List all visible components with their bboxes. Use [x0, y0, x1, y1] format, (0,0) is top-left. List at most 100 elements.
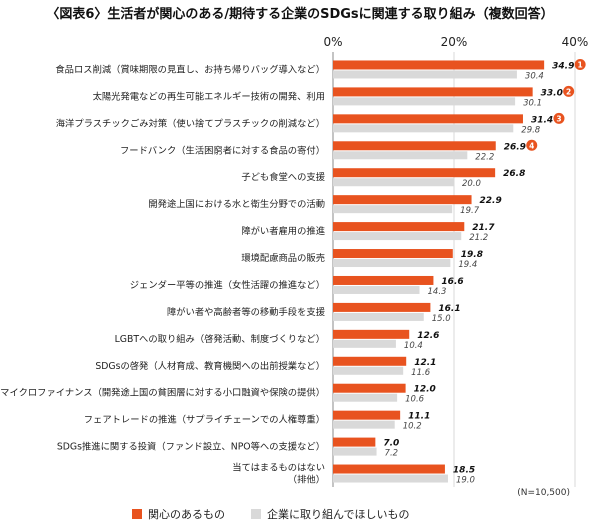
bar-expect	[333, 393, 398, 402]
bar-interest	[333, 222, 465, 232]
data-label-interest: 7.0	[383, 439, 399, 449]
bar-interest	[333, 114, 523, 124]
bar-interest	[333, 141, 496, 151]
data-label-interest: 16.6	[441, 277, 463, 287]
category-label: 当てはまるものはない	[232, 462, 325, 474]
category-label: フェアトレードの推進（サプライチェーンでの人権尊重）	[84, 414, 325, 426]
bar-expect	[333, 312, 424, 321]
data-label-interest: 22.9	[480, 196, 502, 206]
data-label-interest: 19.8	[461, 250, 483, 260]
category-label: フードバンク（生活困窮者に対する食品の寄付）	[120, 144, 325, 156]
data-label-expect: 30.1	[523, 98, 542, 108]
data-label-expect: 21.2	[469, 233, 488, 243]
bar-expect	[333, 474, 448, 483]
legend: 関心のあるもの 企業に取り組んでほしいもの	[132, 506, 409, 522]
data-label-interest: 26.9	[504, 142, 526, 152]
bar-interest	[333, 410, 401, 420]
data-label-interest: 33.0	[541, 88, 563, 98]
data-label-expect: 20.0	[462, 179, 481, 189]
x-tick-label: 20%	[441, 35, 468, 49]
x-tick-label: 0%	[323, 35, 342, 49]
data-label-expect: 15.0	[432, 314, 451, 324]
data-label-expect: 11.6	[411, 368, 431, 378]
bar-interest	[333, 383, 406, 393]
bar-expect	[333, 124, 514, 133]
data-label-interest: 16.1	[438, 304, 460, 314]
bar-interest	[333, 87, 533, 97]
category-label: 障がい者雇用の推進	[241, 225, 325, 237]
data-label-interest: 12.1	[414, 358, 436, 368]
bar-interest	[333, 437, 376, 447]
bar-expect	[333, 70, 517, 79]
category-label: SDGs推進に関する投資（ファンド設立、NPO等への支援など）	[57, 441, 325, 453]
bar-expect	[333, 366, 404, 375]
rank-badge	[553, 112, 565, 124]
rank-badge-number: 2	[566, 87, 571, 96]
bar-expect	[333, 232, 462, 241]
legend-item-interest: 関心のあるもの	[132, 506, 225, 522]
category-label: SDGsの啓発（人材育成、教育機関への出前授業など）	[95, 360, 325, 372]
bar-interest	[333, 302, 431, 312]
bar-interest	[333, 356, 407, 366]
bar-interest	[333, 195, 472, 205]
data-label-expect: 29.8	[521, 125, 541, 135]
data-label-interest: 34.9	[552, 61, 574, 71]
category-label: マイクロファイナンス（開発途上国の貧困層に対する小口融資や保険の提供）	[0, 387, 325, 399]
bar-interest	[333, 329, 410, 339]
bar-expect	[333, 420, 395, 429]
data-label-expect: 10.4	[404, 341, 423, 351]
category-label: 開発途上国における水と衛生分野での活動	[148, 198, 325, 210]
data-label-interest: 12.0	[414, 385, 436, 395]
rank-badge	[574, 58, 586, 70]
legend-label-expect: 企業に取り組んでほしいもの	[267, 508, 410, 521]
category-label: ジェンダー平等の推進（女性活躍の推進など）	[130, 279, 325, 291]
data-label-expect: 22.2	[475, 152, 494, 162]
category-label: 食品ロス削減（賞味期限の見直し、お持ち帰りバッグ導入など）	[55, 63, 325, 75]
data-label-interest: 11.1	[408, 412, 430, 422]
data-label-expect: 10.2	[403, 422, 422, 432]
data-label-interest: 31.4	[531, 115, 553, 125]
legend-item-expect: 企業に取り組んでほしいもの	[251, 506, 409, 522]
category-label: LGBTへの取り組み（啓発活動、制度づくりなど）	[115, 333, 325, 345]
sample-size-note: (N=10,500)	[517, 488, 570, 498]
bar-expect	[333, 447, 377, 456]
rank-badge	[563, 85, 575, 97]
bar-expect	[333, 339, 396, 348]
legend-label-interest: 関心のあるもの	[148, 508, 225, 521]
data-label-expect: 30.4	[525, 71, 544, 81]
rank-badge	[526, 139, 538, 151]
rank-badge-number: 1	[578, 60, 583, 69]
data-label-expect: 19.4	[458, 260, 477, 270]
bar-expect	[333, 285, 420, 294]
category-label: 太陽光発電などの再生可能エネルギー技術の開発、利用	[93, 90, 325, 102]
bar-interest	[333, 168, 496, 178]
data-label-expect: 7.2	[385, 449, 399, 459]
x-tick-label: 40%	[562, 35, 589, 49]
data-label-interest: 21.7	[472, 223, 495, 233]
bar-expect	[333, 97, 516, 106]
data-label-expect: 19.0	[456, 476, 475, 486]
data-label-expect: 10.6	[405, 395, 425, 405]
data-label-expect: 14.3	[428, 287, 447, 297]
category-label: 障がい者や高齢者等の移動手段を支援	[167, 306, 325, 318]
data-label-interest: 18.5	[453, 466, 475, 476]
bar-expect	[333, 151, 468, 160]
bar-expect	[333, 178, 454, 187]
category-label: 環境配慮商品の販売	[241, 252, 325, 264]
legend-swatch-interest	[132, 509, 142, 519]
bar-interest	[333, 249, 453, 259]
rank-badge-number: 3	[556, 114, 561, 123]
data-label-interest: 12.6	[417, 331, 439, 341]
category-label: 子ども食堂への支援	[241, 171, 325, 183]
rank-badge-number: 4	[529, 141, 534, 150]
data-label-interest: 26.8	[503, 169, 525, 179]
legend-swatch-expect	[251, 509, 261, 519]
bar-interest	[333, 275, 434, 285]
chart-title: 〈図表6〉生活者が関心のある/期待する企業のSDGsに関連する取り組み（複数回答…	[46, 7, 554, 22]
bar-expect	[333, 259, 451, 268]
category-label: （排他）	[288, 474, 325, 486]
category-label: 海洋プラスチックごみ対策（使い捨てプラスチックの削減など）	[56, 117, 325, 129]
bar-interest	[333, 60, 545, 70]
bar-interest	[333, 464, 445, 474]
data-label-expect: 19.7	[460, 206, 480, 216]
